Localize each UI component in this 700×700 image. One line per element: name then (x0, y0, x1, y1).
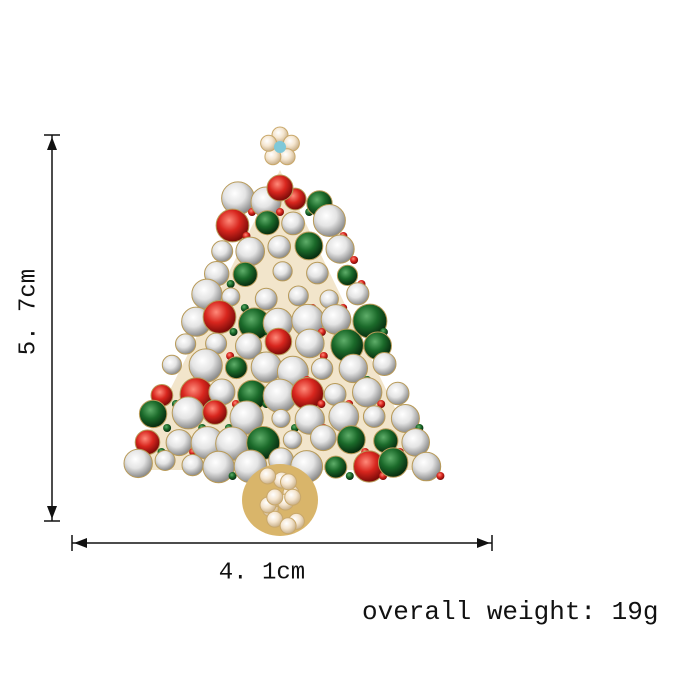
pearl (284, 488, 302, 506)
gem (272, 261, 293, 282)
gem (346, 282, 370, 306)
gem (288, 285, 309, 307)
arrow (74, 538, 87, 548)
gem (232, 261, 258, 287)
arrow (47, 506, 57, 519)
gem (211, 240, 234, 263)
gem (267, 235, 292, 259)
gem (250, 351, 283, 383)
pearl (279, 517, 297, 535)
gem (310, 357, 334, 380)
small-gem (228, 472, 237, 480)
small-gem (163, 424, 172, 432)
gem (378, 447, 409, 478)
small-gem (345, 472, 354, 480)
small-gem (226, 280, 235, 288)
gem (202, 300, 237, 334)
gem (235, 236, 265, 267)
gem (281, 211, 306, 236)
gem (336, 425, 366, 455)
gem (312, 204, 346, 237)
gem (324, 455, 348, 479)
gem (282, 430, 303, 450)
pearl (266, 488, 284, 506)
gem (202, 399, 228, 425)
gem (306, 261, 329, 285)
gem (235, 332, 263, 360)
gem (401, 428, 431, 457)
small-gem (276, 208, 284, 216)
gem (310, 424, 337, 452)
gem (294, 231, 324, 261)
gem (264, 327, 293, 356)
pearl (280, 473, 297, 491)
gem (123, 448, 153, 479)
tree-brooch (123, 126, 445, 536)
weight-label: overall weight: 19g (362, 597, 658, 627)
gem (215, 208, 250, 243)
gem (181, 454, 204, 477)
gem (362, 405, 386, 428)
gem (175, 333, 197, 355)
gem (372, 352, 397, 376)
dimension-lines (44, 134, 493, 551)
gem (171, 396, 205, 430)
gem (338, 353, 368, 384)
gem (154, 450, 176, 471)
width-label: 4. 1cm (219, 559, 305, 586)
pearl (259, 467, 277, 485)
gem (224, 356, 248, 380)
small-gem (229, 328, 238, 336)
flower-center (274, 141, 286, 153)
small-gem (377, 400, 386, 408)
gem (254, 210, 280, 236)
small-gem (317, 400, 326, 408)
gem (352, 377, 383, 408)
gem (295, 328, 325, 359)
petal (260, 134, 278, 152)
gem (386, 381, 410, 406)
gem (161, 354, 182, 375)
arrow (477, 538, 490, 548)
small-gem (350, 256, 359, 264)
height-label: 5. 7cm (15, 269, 42, 355)
gem (229, 400, 264, 435)
gem (411, 451, 442, 482)
gem (271, 408, 291, 429)
arrow (47, 137, 57, 150)
gem (188, 348, 223, 383)
gem (254, 287, 278, 311)
gem (138, 399, 168, 429)
gem (325, 234, 355, 264)
gem (336, 264, 359, 286)
small-gem (436, 472, 445, 480)
gem (266, 174, 294, 202)
